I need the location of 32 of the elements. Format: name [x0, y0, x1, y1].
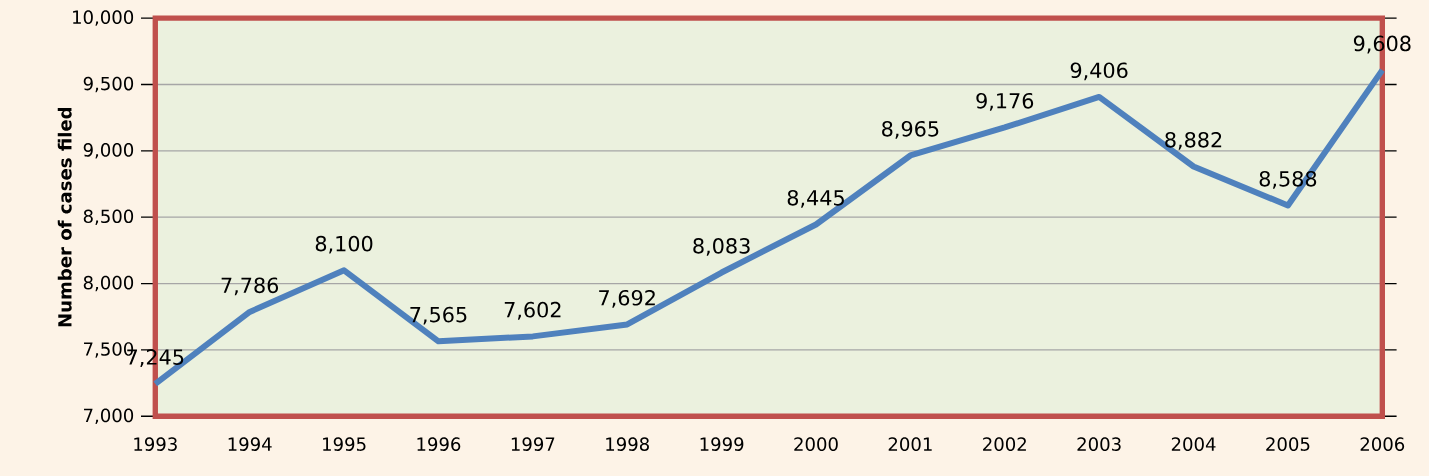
data-label: 7,692 — [599, 289, 655, 308]
x-tick-label: 1993 — [134, 437, 177, 451]
x-tick-label: 1994 — [228, 437, 272, 451]
x-tick-label: 2000 — [794, 437, 838, 451]
x-tick-label: 1995 — [323, 437, 366, 451]
data-label: 9,176 — [976, 92, 1034, 111]
y-tick-label: 8,500 — [83, 209, 134, 225]
y-tick-label: 7,000 — [84, 408, 134, 424]
data-label: 8,083 — [693, 237, 750, 256]
data-label: 7,786 — [221, 277, 279, 296]
x-tick-label: 2004 — [1171, 437, 1216, 451]
x-tick-label: 2003 — [1077, 437, 1121, 451]
x-tick-label: 1998 — [606, 437, 649, 451]
data-label: 8,882 — [1165, 131, 1222, 150]
y-tick-label: 9,000 — [83, 142, 134, 159]
data-label: 8,965 — [882, 120, 939, 139]
data-label: 7,602 — [504, 301, 561, 320]
x-tick-label: 2002 — [983, 437, 1026, 451]
x-tick-label: 1999 — [700, 437, 744, 451]
data-label: 8,445 — [787, 189, 844, 208]
y-tick-label: 10,000 — [73, 10, 134, 26]
y-axis-title: Number of cases filed — [57, 107, 72, 327]
x-tick-label: 2006 — [1360, 437, 1405, 451]
x-tick-label: 2001 — [888, 437, 932, 451]
y-tick-label: 9,500 — [83, 76, 134, 93]
data-label: 9,406 — [1070, 62, 1128, 81]
y-tick-label: 8,000 — [83, 275, 134, 292]
x-tick-label: 1996 — [417, 437, 461, 451]
x-tick-label: 2005 — [1266, 437, 1310, 451]
data-label: 7,565 — [410, 306, 467, 325]
x-tick-label: 1997 — [511, 437, 555, 451]
data-label: 8,100 — [315, 235, 373, 254]
